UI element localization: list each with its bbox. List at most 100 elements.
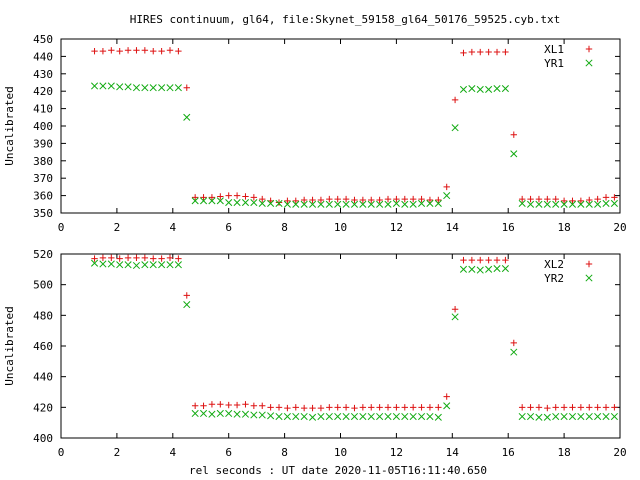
- data-point: [426, 199, 434, 207]
- x-tick-label: 2: [114, 446, 121, 459]
- data-point: [435, 196, 442, 204]
- y-tick-label: 450: [33, 33, 53, 46]
- data-point: [459, 265, 468, 273]
- data-point: [308, 200, 317, 208]
- data-point: [175, 47, 182, 55]
- data-point: [334, 412, 342, 421]
- legend-label: YR1: [544, 57, 564, 70]
- data-point: [132, 84, 141, 92]
- data-point: [325, 200, 333, 208]
- data-point: [543, 200, 551, 208]
- data-point: [200, 402, 207, 409]
- series-YR1: [90, 82, 618, 208]
- data-point: [451, 124, 459, 132]
- legend-marker: [585, 45, 593, 53]
- data-point: [443, 393, 450, 400]
- data-point: [199, 409, 208, 418]
- data-point: [493, 265, 501, 273]
- data-point: [459, 85, 468, 94]
- data-point: [174, 84, 182, 92]
- data-point: [552, 195, 559, 203]
- data-point: [426, 196, 434, 204]
- data-point: [158, 84, 166, 92]
- data-point: [468, 85, 476, 93]
- data-point: [602, 412, 610, 421]
- data-point: [90, 259, 99, 267]
- data-point: [300, 412, 308, 421]
- data-point: [477, 256, 484, 264]
- data-point: [250, 199, 258, 207]
- data-point: [292, 197, 299, 205]
- x-tick-label: 0: [58, 446, 65, 459]
- x-tick-label: 16: [502, 446, 515, 459]
- data-point: [501, 265, 509, 273]
- y-tick-label: 380: [33, 155, 53, 168]
- panel-2: 0 2 4 6 8 10 12 14 16 18 20 400 420 440 460 480 500 520 Un…: [3, 248, 627, 459]
- y-tick-label: 460: [33, 340, 53, 353]
- data-point: [359, 404, 367, 411]
- data-point: [199, 197, 208, 205]
- data-point: [225, 192, 232, 199]
- data-point: [116, 83, 124, 91]
- y-tick-label: 360: [33, 190, 53, 203]
- data-point: [326, 195, 333, 203]
- data-point: [124, 47, 132, 54]
- data-point: [258, 199, 266, 207]
- x-tick-label: 20: [613, 446, 626, 459]
- data-point: [552, 404, 559, 411]
- data-point: [334, 195, 341, 203]
- data-point: [350, 200, 359, 208]
- data-point: [502, 256, 509, 264]
- data-point: [518, 195, 526, 203]
- y-tick-label: 440: [33, 371, 53, 384]
- x-tick-label: 4: [169, 221, 176, 234]
- data-point: [317, 196, 325, 204]
- data-point: [527, 412, 535, 421]
- data-point: [217, 401, 224, 408]
- data-point: [460, 256, 467, 264]
- data-point: [451, 306, 459, 313]
- data-point: [535, 404, 543, 411]
- data-point: [350, 412, 359, 421]
- data-point: [443, 192, 451, 200]
- data-point: [376, 404, 383, 411]
- data-point: [175, 255, 182, 262]
- data-point: [560, 197, 568, 205]
- data-point: [267, 404, 274, 411]
- x-tick-label: 16: [502, 221, 515, 234]
- data-point: [434, 199, 442, 207]
- data-point: [367, 412, 375, 421]
- data-point: [275, 412, 283, 421]
- data-point: [191, 194, 199, 201]
- x-tick-label: 14: [446, 221, 460, 234]
- data-point: [166, 47, 174, 54]
- data-point: [476, 266, 484, 274]
- data-point: [225, 409, 233, 418]
- data-point: [468, 265, 476, 273]
- data-point: [342, 200, 350, 208]
- data-point: [418, 412, 426, 421]
- data-point: [518, 404, 526, 411]
- data-point: [124, 254, 132, 262]
- data-point: [543, 413, 551, 421]
- data-point: [300, 200, 308, 208]
- data-point: [158, 255, 165, 262]
- data-point: [418, 199, 426, 207]
- series-XL1: [91, 47, 618, 206]
- data-point: [384, 412, 392, 421]
- data-point: [300, 196, 308, 204]
- data-point: [216, 409, 224, 418]
- data-point: [359, 200, 367, 208]
- data-point: [560, 404, 568, 411]
- x-tick-label: 10: [334, 221, 347, 234]
- y-axis-label: Uncalibrated: [3, 86, 16, 165]
- data-point: [326, 404, 333, 411]
- data-point: [351, 404, 358, 412]
- data-point: [116, 261, 124, 269]
- y-tick-label: 410: [33, 103, 53, 116]
- data-point: [124, 83, 132, 91]
- data-point: [292, 404, 299, 411]
- data-point: [426, 404, 434, 411]
- x-tick-label: 2: [114, 221, 121, 234]
